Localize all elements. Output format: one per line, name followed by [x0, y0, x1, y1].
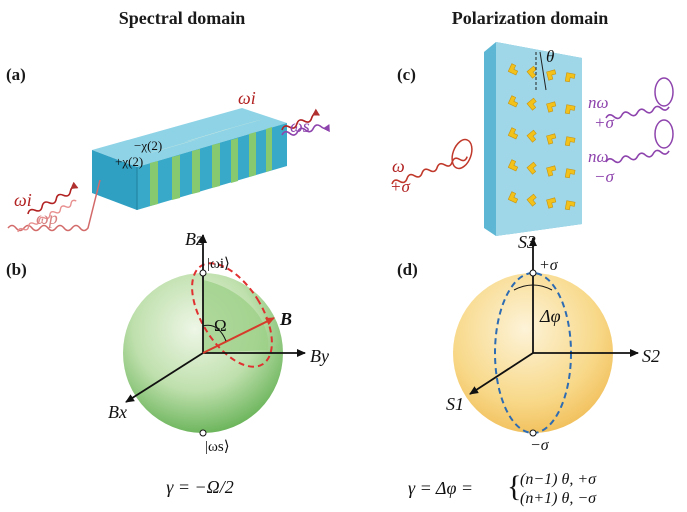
meta-atom: [546, 101, 557, 113]
axis-s1-label: S1: [446, 394, 464, 414]
chi-minus-label: −χ(2): [134, 138, 162, 153]
omega-s-label: ωs: [290, 116, 310, 136]
meta-atom: [546, 197, 557, 209]
meta-atom-array: [507, 63, 576, 211]
meta-atom: [564, 104, 576, 115]
meta-atom: [526, 97, 537, 111]
pole-minus-sigma: −σ: [530, 437, 550, 454]
meta-atom: [507, 127, 519, 140]
meta-atom: [564, 168, 576, 179]
meta-atom: [564, 72, 576, 83]
output-freq-plus: nω: [588, 93, 609, 112]
header-polarization-domain: Polarization domain: [452, 8, 609, 28]
panel-label-a: (a): [6, 65, 26, 84]
signal-wave-right: [281, 124, 330, 136]
output-sigma-minus: −σ: [594, 167, 614, 186]
pole-top-d: [529, 269, 537, 277]
delta-phi-label: Δφ: [539, 306, 561, 326]
meta-atom: [526, 161, 537, 175]
pole-bottom-b: [199, 429, 207, 437]
poling-stripes: [150, 127, 272, 206]
theta-label: θ: [546, 47, 554, 66]
panel-label-d: (d): [397, 260, 418, 279]
idler-wave-left: [27, 181, 79, 215]
meta-atom: [526, 65, 537, 79]
vector-b-label: B: [279, 309, 292, 329]
output-circular-plus: [654, 77, 674, 107]
panel-d-sphere: [453, 237, 639, 437]
state-omega-i: |ωi⟩: [207, 256, 230, 272]
vector-b: [202, 317, 275, 354]
chi-plus-label: +χ(2): [115, 154, 143, 169]
meta-atom: [507, 63, 519, 76]
omega-p-label: ωp: [36, 208, 58, 228]
axis-s1: [469, 352, 534, 395]
axis-s3-label: S3: [518, 232, 536, 252]
axis-s2-label: S2: [642, 346, 660, 366]
meta-atom: [564, 136, 576, 147]
equation-b: γ = −Ω/2: [166, 477, 233, 497]
axis-bx-label: Bx: [108, 402, 127, 422]
panel-label-b: (b): [6, 260, 27, 279]
incident-sigma: +σ: [390, 177, 410, 196]
output-freq-minus: nω: [588, 147, 609, 166]
header-spectral-domain: Spectral domain: [119, 8, 246, 28]
omega-cap-label: Ω: [214, 316, 227, 335]
pole-top-b: [199, 269, 207, 277]
meta-atom: [526, 129, 537, 143]
panel-b-sphere: [123, 234, 306, 437]
pole-bottom-d: [529, 429, 537, 437]
equation-d-line1: (n−1) θ, +σ: [520, 471, 597, 488]
axis-by-label: By: [310, 346, 329, 366]
panel-a-crystal: +χ(2) −χ(2): [92, 108, 287, 210]
pole-plus-sigma: +σ: [539, 257, 559, 274]
output-sigma-plus: +σ: [594, 113, 614, 132]
precession-ellipse: [191, 262, 273, 368]
meta-atom: [546, 165, 557, 177]
output-wave-plus: [605, 105, 670, 120]
meta-atom: [507, 159, 519, 172]
omega-i-left: ωi: [14, 190, 32, 210]
meta-atom: [546, 69, 557, 81]
equation-brace: {: [507, 470, 521, 503]
output-wave-minus: [605, 149, 670, 164]
state-omega-s: |ωs⟩: [205, 439, 230, 455]
omega-i-top: ωi: [238, 88, 256, 108]
panel-label-c: (c): [397, 65, 416, 84]
meta-atom: [507, 191, 519, 204]
incident-omega: ω: [392, 156, 405, 176]
output-circular-minus: [654, 119, 674, 149]
incident-wave: [391, 156, 468, 185]
meta-atom: [564, 200, 576, 211]
meta-atom: [526, 193, 537, 207]
equation-d-line2: (n+1) θ, −σ: [520, 490, 597, 507]
pump-wave-left: [7, 179, 101, 232]
incident-circular-arrow: [451, 138, 473, 170]
meta-atom: [546, 133, 557, 145]
equation-d-lhs: γ = Δφ =: [408, 478, 473, 498]
axis-bz-label: Bz: [185, 229, 203, 249]
axis-bx: [125, 352, 204, 403]
meta-atom: [507, 95, 519, 108]
panel-c-metasurface: [484, 42, 582, 236]
idler-wave-right: [281, 108, 320, 131]
